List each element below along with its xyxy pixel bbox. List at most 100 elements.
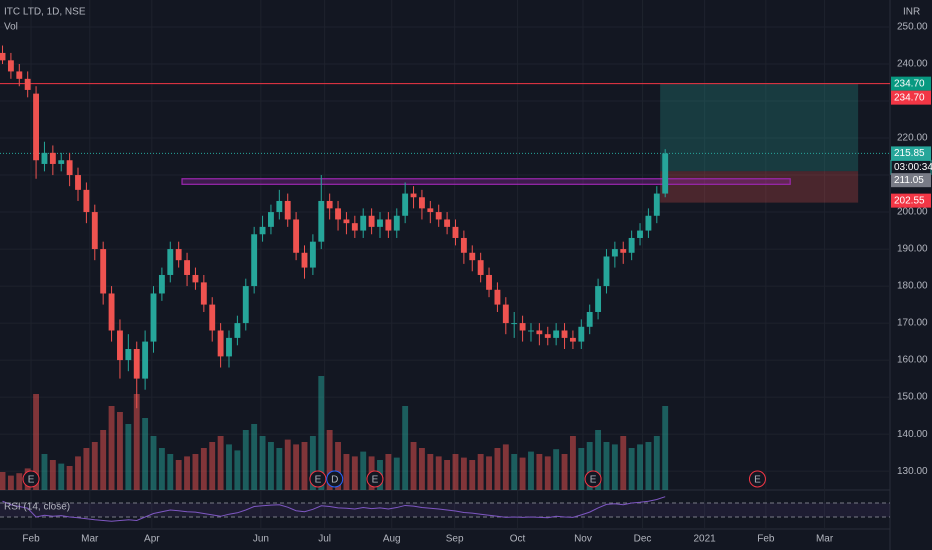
event-marker bbox=[22, 470, 40, 488]
x-tick-label: Jul bbox=[318, 534, 331, 545]
candle-body bbox=[33, 93, 40, 161]
support-zone bbox=[181, 178, 791, 185]
candle-body bbox=[158, 274, 165, 294]
y-tick-label: 200.00 bbox=[897, 207, 928, 218]
candle-body bbox=[553, 330, 560, 338]
candle-body bbox=[494, 289, 501, 305]
volume-bar bbox=[49, 460, 56, 490]
candle-body bbox=[427, 208, 434, 213]
volume-bar bbox=[293, 444, 300, 490]
candle-body bbox=[133, 348, 140, 379]
candle-body bbox=[444, 219, 451, 227]
volume-bar bbox=[477, 454, 484, 490]
x-tick-label: Jun bbox=[253, 534, 269, 545]
volume-label: Vol bbox=[4, 22, 18, 33]
candle-body bbox=[343, 219, 350, 224]
candle-body bbox=[620, 249, 627, 253]
event-marker bbox=[326, 470, 344, 488]
candle-body bbox=[142, 341, 149, 379]
event-label: E bbox=[590, 475, 597, 486]
x-tick-label: Aug bbox=[383, 534, 401, 545]
volume-bar bbox=[58, 463, 65, 490]
candle-body bbox=[578, 326, 585, 342]
volume-bar bbox=[351, 456, 358, 490]
volume-bar bbox=[502, 444, 509, 490]
candle-body bbox=[377, 219, 383, 227]
volume-bar bbox=[444, 460, 451, 490]
candle-body bbox=[318, 200, 325, 242]
volume-bar bbox=[276, 448, 283, 490]
candle-body bbox=[24, 78, 31, 90]
candle-body bbox=[150, 293, 157, 342]
volume-bar bbox=[343, 454, 350, 490]
volume-bar bbox=[410, 442, 417, 490]
volume-bar bbox=[385, 454, 392, 490]
candle-body bbox=[385, 219, 392, 231]
candle-body bbox=[226, 337, 232, 357]
x-tick-label: Dec bbox=[634, 534, 652, 545]
candle-body bbox=[234, 323, 241, 338]
candle-body bbox=[242, 286, 249, 324]
volume-bar bbox=[561, 454, 568, 490]
countdown: 03:00:34 bbox=[894, 162, 932, 173]
volume-bar bbox=[586, 442, 593, 490]
candle-body bbox=[561, 330, 568, 338]
volume-bar bbox=[435, 456, 442, 490]
volume-bar bbox=[595, 430, 602, 490]
volume-bar bbox=[637, 444, 643, 490]
y-tick-label: 150.00 bbox=[897, 392, 928, 403]
candle-body bbox=[402, 193, 409, 216]
candle-body bbox=[569, 337, 576, 342]
event-marker bbox=[748, 470, 766, 488]
candle-body bbox=[251, 234, 258, 287]
candle-body bbox=[217, 330, 224, 357]
volume-bar bbox=[284, 439, 291, 490]
volume-bar bbox=[268, 442, 274, 490]
candle-body bbox=[16, 71, 23, 79]
volume-bar bbox=[544, 456, 551, 490]
volume-bar bbox=[226, 444, 232, 490]
candle-body bbox=[469, 252, 476, 261]
volume-bar bbox=[33, 394, 40, 490]
volume-bar bbox=[402, 406, 409, 490]
candle-body bbox=[75, 175, 81, 190]
candle-body bbox=[49, 152, 56, 164]
volume-bar bbox=[460, 457, 467, 490]
volume-bar bbox=[301, 442, 308, 490]
volume-bar bbox=[259, 436, 266, 490]
volume-bar bbox=[125, 424, 132, 490]
y-tick-label: 140.00 bbox=[897, 429, 928, 440]
event-marker bbox=[309, 470, 327, 488]
x-tick-label: Sep bbox=[446, 534, 464, 545]
resistance-label: 234.70 bbox=[894, 92, 925, 103]
candle-body bbox=[536, 330, 543, 335]
volume-bar bbox=[326, 430, 333, 490]
volume-bar bbox=[519, 457, 526, 490]
candle-body bbox=[435, 212, 442, 220]
volume-bar bbox=[611, 444, 618, 490]
volume-bar bbox=[628, 448, 635, 490]
volume-bar bbox=[393, 457, 400, 490]
volume-bar bbox=[427, 454, 434, 490]
volume-bar bbox=[452, 454, 459, 490]
candle-body bbox=[108, 293, 115, 331]
volume-bar bbox=[200, 448, 207, 490]
candle-body bbox=[326, 200, 333, 209]
volume-bar bbox=[167, 454, 174, 490]
volume-bar bbox=[117, 412, 123, 490]
candle-body bbox=[284, 200, 291, 220]
stop-label: 202.55 bbox=[894, 195, 925, 206]
candle-body bbox=[184, 260, 190, 275]
candle-body bbox=[360, 215, 367, 231]
candle-body bbox=[268, 212, 274, 227]
candle-body bbox=[653, 193, 660, 216]
y-tick-label: 250.00 bbox=[897, 22, 928, 33]
candle-body bbox=[528, 330, 534, 332]
candle-body bbox=[91, 212, 98, 250]
volume-bar bbox=[0, 472, 6, 490]
entry-label: 211.05 bbox=[894, 175, 924, 186]
candle-body bbox=[259, 226, 266, 235]
stop-label-bg bbox=[891, 193, 931, 208]
candle-body bbox=[586, 311, 593, 327]
volume-bar bbox=[184, 456, 190, 490]
